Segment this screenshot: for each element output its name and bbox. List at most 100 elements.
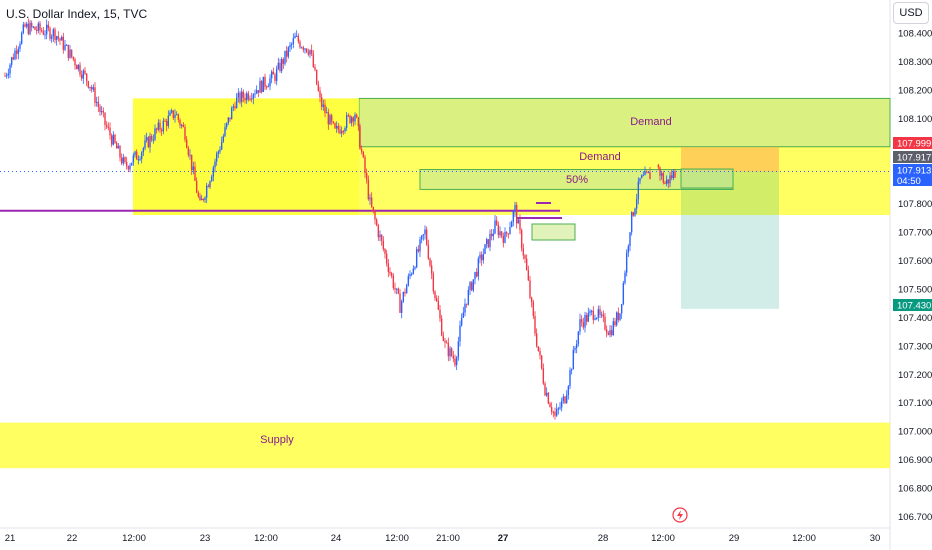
candle: [15, 45, 18, 60]
candle: [444, 337, 446, 348]
candle: [22, 21, 25, 35]
price-tag-bg: [893, 137, 932, 149]
candle-body: [474, 271, 476, 280]
candle-body: [617, 312, 620, 320]
candle: [667, 179, 670, 189]
price-tag: 107.917: [893, 151, 932, 164]
candle-body: [120, 157, 123, 164]
candle: [180, 123, 183, 129]
candle-body: [264, 76, 266, 87]
candle: [642, 171, 645, 177]
candle-body: [649, 172, 651, 180]
candle: [174, 109, 176, 123]
candle-body: [510, 221, 513, 228]
candle-body: [619, 313, 621, 320]
candle-body: [404, 291, 406, 294]
candle-body: [394, 287, 396, 290]
candle-body: [4, 75, 6, 77]
candle-body: [302, 47, 305, 50]
candle-body: [227, 117, 230, 123]
candle-body: [245, 93, 248, 101]
candle-body: [555, 408, 558, 416]
candle-body: [260, 81, 263, 92]
zone-label-2: 50%: [566, 174, 588, 186]
candle: [107, 122, 110, 131]
candle-body: [539, 350, 541, 356]
candle-body: [279, 62, 281, 72]
candle: [140, 151, 143, 164]
candle: [27, 18, 30, 36]
candle: [29, 20, 31, 36]
candle: [427, 239, 430, 260]
candle: [264, 73, 266, 91]
candle-body: [464, 303, 466, 313]
candle-body: [75, 65, 78, 70]
candle: [155, 127, 158, 134]
candle: [300, 46, 303, 49]
candle-body: [145, 137, 148, 141]
candle: [200, 194, 203, 201]
candle-body: [565, 395, 568, 404]
candle: [279, 59, 281, 73]
candle-body: [634, 208, 636, 216]
candle: [12, 53, 15, 61]
candle-body: [645, 171, 648, 173]
y-tick-label: 107.200: [898, 370, 932, 381]
candle-body: [375, 219, 378, 226]
candle-body: [477, 258, 480, 277]
candle-body: [460, 317, 463, 326]
candle: [440, 314, 443, 337]
candle: [37, 21, 40, 34]
candle: [209, 180, 211, 189]
candle-body: [669, 175, 671, 184]
candle-body: [487, 239, 490, 248]
candle-body: [202, 198, 205, 200]
candle: [189, 149, 191, 160]
candle-body: [639, 178, 641, 182]
candle: [595, 317, 598, 320]
candle: [404, 288, 406, 297]
y-tick-label: 107.400: [898, 313, 932, 324]
candle: [74, 57, 76, 70]
candle: [272, 67, 275, 75]
candle: [334, 122, 336, 129]
candle: [165, 118, 168, 132]
y-tick-label: 107.000: [898, 427, 932, 438]
candle-body: [600, 314, 603, 316]
candle: [129, 163, 131, 173]
candle: [505, 231, 508, 237]
candle: [214, 158, 216, 173]
candle-body: [284, 50, 286, 64]
candle: [212, 165, 215, 182]
candle-body: [167, 115, 170, 127]
candle: [529, 275, 531, 300]
candle: [624, 270, 626, 285]
candle: [549, 401, 551, 408]
candle: [215, 151, 218, 166]
candle: [322, 99, 325, 111]
candle: [672, 169, 675, 181]
candle: [59, 37, 61, 46]
candle-body: [165, 121, 168, 127]
zone-label-3: Supply: [260, 434, 294, 446]
currency-button[interactable]: USD: [893, 2, 929, 24]
lightning-icon[interactable]: [672, 507, 688, 523]
candle: [470, 281, 473, 292]
candle: [119, 144, 121, 162]
candle-body: [62, 36, 65, 50]
candle-body: [447, 342, 450, 357]
candle-body: [315, 69, 318, 85]
candle-body: [49, 28, 51, 39]
candle-body: [395, 288, 398, 290]
candle: [582, 317, 585, 330]
candle: [649, 166, 651, 180]
candle-body: [37, 23, 40, 31]
candle-body: [310, 49, 313, 54]
candle-body: [520, 229, 523, 249]
candle: [182, 122, 185, 128]
candle-body: [425, 229, 428, 245]
candle: [139, 156, 141, 161]
candle: [604, 312, 606, 331]
candle: [157, 119, 160, 132]
